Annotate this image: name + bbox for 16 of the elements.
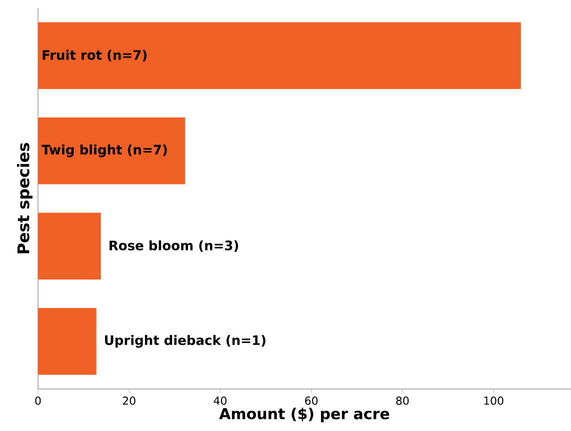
x-tick-label: 80 [396,396,409,405]
x-tick-label: 20 [122,396,136,405]
x-tick-label: 100 [484,396,504,405]
y-tick-label: Upright dieback (n=1) [105,335,266,348]
bar [38,212,101,280]
y-tick-label: Twig blight (n=7) [42,144,167,158]
y-tick-label: Rose bloom (n=3) [110,240,238,252]
y-tick-label: Fruit rot (n=7) [42,50,146,62]
x-axis-title: Amount ($) per acre [219,408,390,422]
x-tick-label: 40 [214,396,226,405]
y-axis-title: Pest species [16,143,32,254]
bar [38,22,521,89]
x-tick-label: 60 [305,396,318,405]
x-tick-label: 0 [35,396,41,405]
bar [38,118,186,184]
bar [38,308,96,375]
